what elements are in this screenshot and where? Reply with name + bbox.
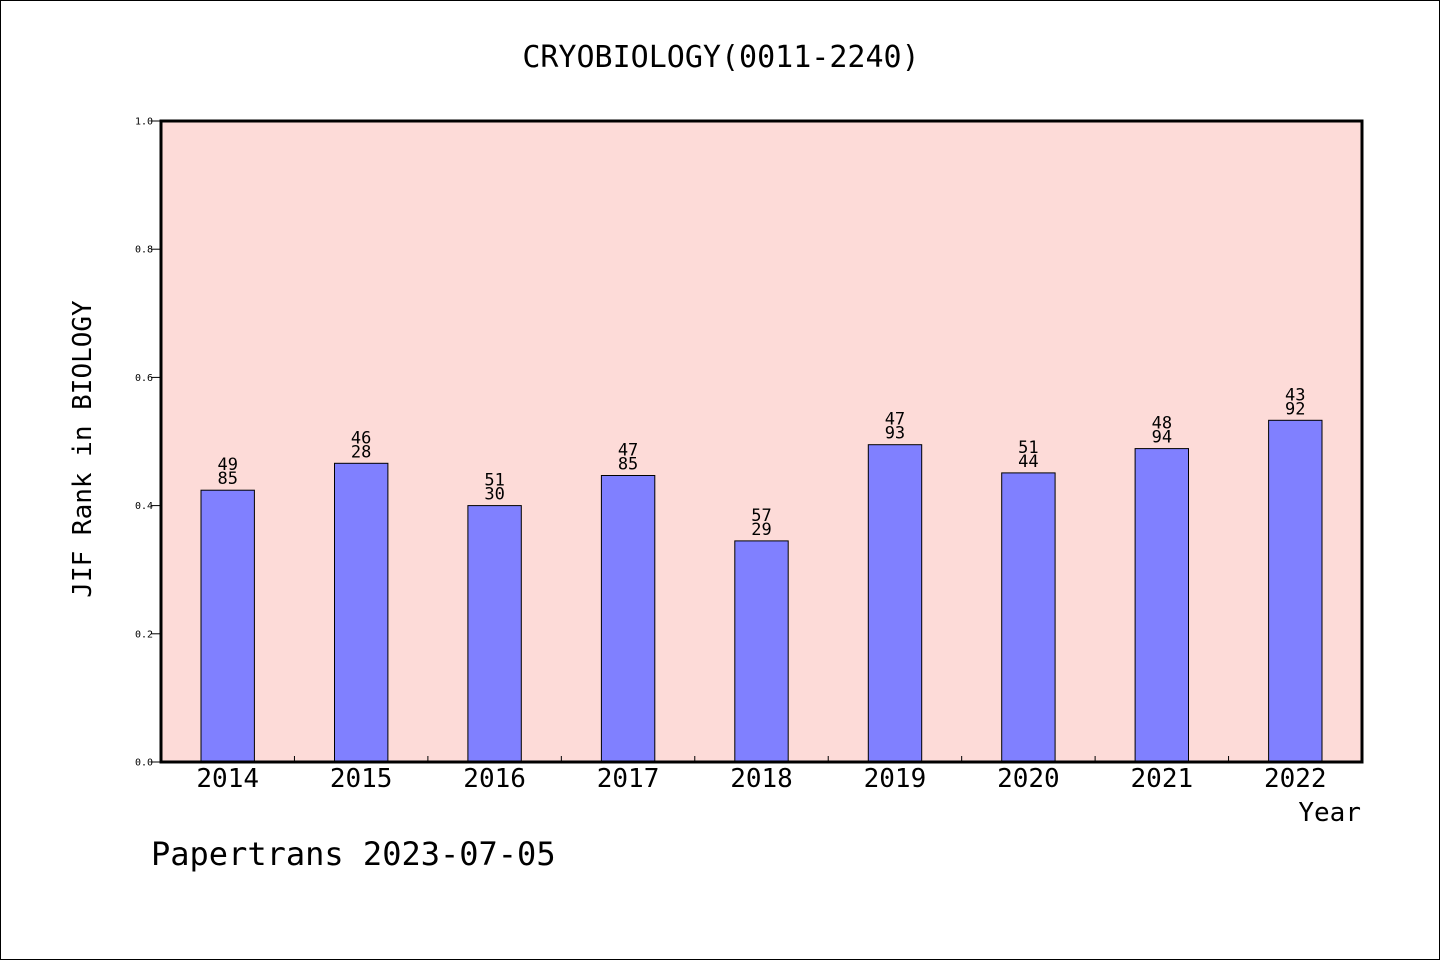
bar-2017	[600, 475, 656, 763]
x-axis: 2014 2015 2016 2017 2018 2019 2020 2021 2022	[196, 756, 1327, 794]
x-tick-label-2016: 2016	[463, 764, 526, 794]
bar-label-top-2014: 49	[217, 455, 237, 475]
bar-2015	[334, 462, 389, 763]
plot-border	[159, 119, 1364, 764]
bar-label-top-2017: 47	[618, 441, 638, 461]
bar-2016	[467, 505, 522, 763]
footer-caption: Papertrans 2023-07-05	[151, 835, 556, 873]
y-axis: 0.0 0.2 0.4 0.6 0.8 1.0	[135, 117, 161, 769]
bar-label-bottom-2018: 29	[751, 520, 771, 540]
bar-label-bottom-2019: 93	[885, 424, 905, 444]
bar-2020	[1001, 472, 1056, 763]
x-axis-label: Year	[1298, 798, 1361, 828]
x-tick-label-2018: 2018	[730, 764, 793, 794]
bar-label-bottom-2015: 28	[351, 442, 371, 462]
chart-title: CRYOBIOLOGY(0011-2240)	[522, 40, 919, 75]
bar-label-bottom-2020: 44	[1018, 452, 1038, 472]
x-tick-label-2014: 2014	[196, 764, 259, 794]
bar-2021	[1134, 448, 1189, 763]
bar-label-top-2019: 47	[885, 410, 905, 430]
y-axis-label: JIF Rank in BIOLOGY	[68, 300, 98, 598]
bar-label-bottom-2014: 85	[217, 469, 237, 489]
y-tick-label: 0.0	[135, 758, 153, 769]
bar-label-top-2020: 51	[1018, 438, 1038, 458]
x-tick-label-2021: 2021	[1131, 764, 1194, 794]
bar-label-top-2018: 57	[751, 506, 771, 526]
bar-2014	[200, 489, 255, 763]
y-tick-label: 1.0	[135, 117, 153, 128]
bars-group	[200, 419, 1323, 763]
x-tick-label-2015: 2015	[330, 764, 393, 794]
bar-label-bottom-2022: 92	[1285, 399, 1305, 419]
bar-label-bottom-2021: 94	[1152, 428, 1172, 448]
x-tick-label-2019: 2019	[864, 764, 927, 794]
bar-label-bottom-2017: 85	[618, 455, 638, 475]
bar-label-top-2015: 46	[351, 428, 371, 448]
bar-label-top-2016: 51	[484, 471, 504, 491]
y-tick-label: 0.4	[135, 501, 153, 512]
x-tick-label-2022: 2022	[1264, 764, 1327, 794]
bar-2018	[734, 540, 789, 763]
bar-2022	[1268, 419, 1323, 763]
y-tick-label: 0.8	[135, 245, 153, 256]
bar-label-bottom-2016: 30	[484, 485, 504, 505]
x-tick-label-2017: 2017	[597, 764, 660, 794]
bar-label-top-2022: 43	[1285, 385, 1305, 405]
bar-2019	[867, 444, 923, 763]
x-tick-label-2020: 2020	[997, 764, 1060, 794]
y-tick-label: 0.6	[135, 373, 153, 384]
bar-label-top-2021: 48	[1152, 414, 1172, 434]
y-tick-label: 0.2	[135, 629, 153, 640]
